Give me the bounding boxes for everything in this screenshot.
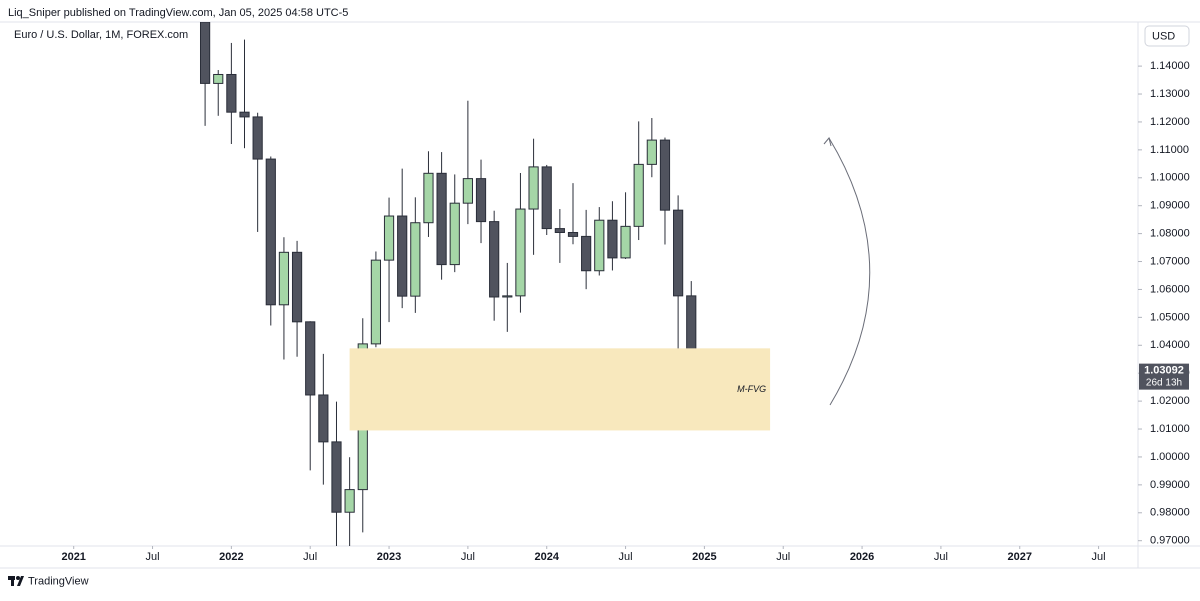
y-tick-label: 0.99000 (1150, 479, 1190, 491)
x-tick-label: 2021 (61, 551, 85, 563)
candle-body (502, 295, 513, 298)
y-tick-label: 1.00000 (1150, 451, 1190, 463)
candle-body (291, 251, 303, 323)
candle-body (541, 166, 552, 230)
countdown-label: 26d 13h (1146, 377, 1182, 388)
currency-label: USD (1152, 30, 1175, 42)
candle-body (659, 139, 671, 211)
candle-body (633, 163, 644, 227)
x-tick-label: Jul (1092, 551, 1106, 563)
x-tick-label: Jul (776, 551, 790, 563)
x-tick-label: Jul (619, 551, 633, 563)
candle-body (475, 178, 487, 223)
y-tick-label: 1.14000 (1150, 60, 1190, 72)
y-tick-label: 0.98000 (1150, 507, 1190, 519)
candle-body (489, 221, 500, 298)
y-tick-label: 1.12000 (1150, 116, 1190, 128)
candle-body (436, 172, 447, 266)
candle-body (199, 22, 211, 84)
y-tick-label: 1.06000 (1150, 283, 1190, 295)
zone-label: M-FVG (737, 384, 766, 394)
x-tick-label: 2027 (1008, 551, 1032, 563)
candle-body (252, 116, 263, 160)
arrow-head (823, 136, 832, 147)
candle-body (331, 441, 342, 513)
last-price-label: 1.03092 (1144, 365, 1184, 377)
y-tick-label: 1.01000 (1150, 423, 1190, 435)
candle-body (318, 394, 329, 443)
candle-body (515, 208, 526, 297)
y-tick-label: 1.05000 (1150, 311, 1190, 323)
candle-body (462, 178, 473, 204)
y-tick-label: 0.97000 (1150, 535, 1190, 547)
x-tick-label: 2025 (692, 551, 716, 563)
candle-body (554, 228, 565, 233)
x-tick-label: 2022 (219, 551, 243, 563)
y-tick-label: 1.02000 (1150, 395, 1190, 407)
x-tick-label: Jul (146, 551, 160, 563)
candle-body (278, 251, 290, 306)
y-tick-label: 1.07000 (1150, 255, 1190, 267)
candle-body (567, 231, 579, 237)
candle-body (265, 158, 276, 306)
last-price-box (1139, 363, 1189, 390)
x-tick-label: 2026 (850, 551, 874, 563)
tradingview-logo (8, 576, 24, 586)
candle-body (594, 219, 605, 272)
header: Liq_Sniper published on TradingView.com,… (8, 7, 348, 19)
y-tick-label: 1.09000 (1150, 200, 1190, 212)
candles (199, 22, 710, 546)
candle-body (305, 321, 316, 396)
x-tick-label: Jul (303, 551, 317, 563)
y-tick-label: 1.08000 (1150, 228, 1190, 240)
candle-body (410, 222, 421, 297)
y-tick-label: 1.13000 (1150, 88, 1190, 100)
y-tick-label: 1.04000 (1150, 339, 1190, 351)
arrow (828, 137, 871, 406)
x-tick-label: Jul (934, 551, 948, 563)
candle-body (528, 166, 539, 210)
chart-legend: Euro / U.S. Dollar, 1M, FOREX.com (14, 29, 188, 41)
candle-body (607, 219, 618, 259)
currency-button[interactable] (1144, 25, 1190, 47)
candle-body (646, 139, 657, 165)
candle-body (344, 489, 355, 513)
y-tick-label: 1.11000 (1150, 144, 1189, 156)
candle-body (449, 202, 460, 266)
footer-brand: TradingView (28, 575, 89, 587)
candle-body (581, 235, 592, 272)
candle-body (397, 215, 408, 297)
fvg-zone (349, 348, 771, 431)
candle-body (423, 172, 434, 224)
candle-body (239, 111, 250, 118)
candle-body (620, 225, 631, 259)
x-tick-label: 2023 (377, 551, 401, 563)
x-tick-label: Jul (461, 551, 475, 563)
candle-body (673, 209, 684, 297)
x-tick-label: 2024 (534, 551, 559, 563)
candle-body (213, 73, 224, 84)
candle-body (226, 73, 237, 113)
candle-body (383, 215, 395, 261)
candle-body (370, 259, 382, 345)
y-tick-label: 1.10000 (1150, 172, 1190, 184)
